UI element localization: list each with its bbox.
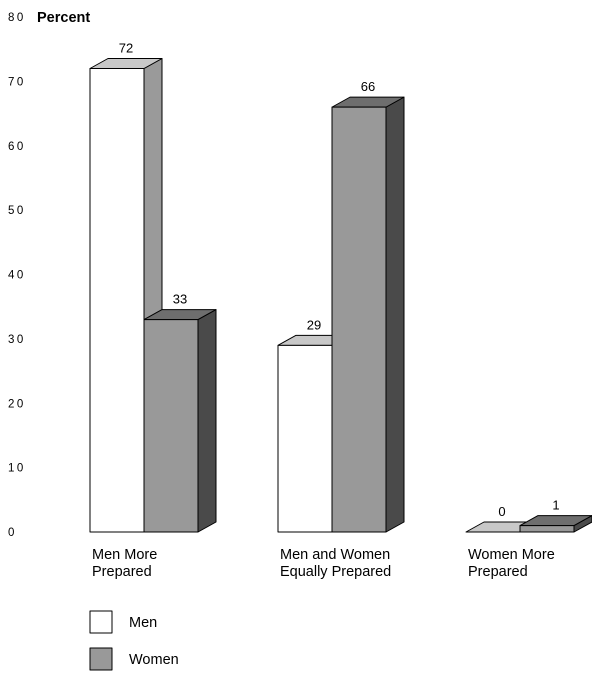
bar-women-2 bbox=[519, 515, 592, 533]
bar-front-face bbox=[143, 319, 199, 533]
legend: Men Women bbox=[89, 610, 179, 671]
y-tick-label-70: 70 bbox=[8, 76, 26, 88]
y-axis-title: Percent bbox=[37, 10, 90, 26]
data-label-women-0: 33 bbox=[173, 292, 187, 307]
category-label-1: Men and Women Equally Prepared bbox=[280, 547, 391, 580]
bar-women-1 bbox=[331, 96, 405, 533]
y-tick-label-50: 50 bbox=[8, 205, 26, 217]
y-tick-label-40: 40 bbox=[8, 270, 26, 282]
category-labels: Men More Prepared Men and Women Equally Pre… bbox=[92, 547, 555, 580]
legend-label: Women bbox=[129, 652, 179, 668]
bar-front-face bbox=[331, 106, 387, 533]
y-tick-label-10: 10 bbox=[8, 463, 26, 475]
legend-item-women: Women bbox=[89, 647, 179, 671]
legend-swatch bbox=[89, 647, 113, 671]
legend-item-men: Men bbox=[89, 610, 157, 634]
data-label-men-0: 72 bbox=[119, 41, 133, 56]
category-label-0: Men More Prepared bbox=[92, 547, 157, 580]
legend-label: Men bbox=[129, 615, 157, 631]
y-axis: 0 10 20 30 40 50 60 70 80 bbox=[8, 12, 26, 539]
bar-side-face bbox=[197, 309, 217, 533]
bars bbox=[89, 58, 592, 533]
y-tick-label-0: 0 bbox=[8, 527, 17, 539]
bar-front-face bbox=[519, 525, 575, 533]
y-tick-label-20: 20 bbox=[8, 398, 26, 410]
data-labels: 72 33 29 66 0 1 bbox=[119, 41, 560, 520]
y-tick-label-80: 80 bbox=[8, 12, 26, 24]
y-tick-label-60: 60 bbox=[8, 141, 26, 153]
legend-swatch bbox=[89, 610, 113, 634]
data-label-men-2: 0 bbox=[498, 504, 505, 519]
category-label-2: Women More Prepared bbox=[468, 547, 555, 580]
data-label-women-1: 66 bbox=[361, 79, 375, 94]
bar-women-0 bbox=[143, 309, 217, 533]
data-label-men-1: 29 bbox=[307, 317, 321, 332]
bar-front-face bbox=[277, 344, 333, 533]
y-tick-label-30: 30 bbox=[8, 334, 26, 346]
bar-front-face bbox=[89, 68, 145, 533]
data-label-women-2: 1 bbox=[552, 498, 559, 513]
bar-side-face bbox=[385, 96, 405, 533]
